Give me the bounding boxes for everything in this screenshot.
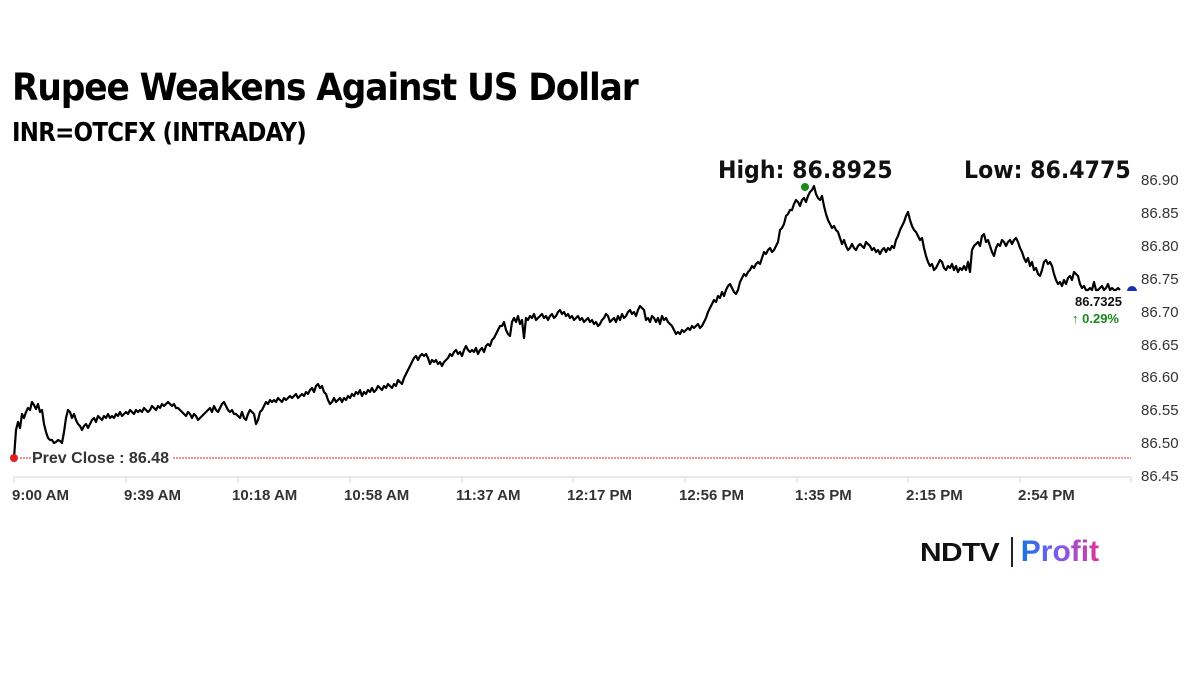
low-label: Low: 86.4775 <box>964 156 1131 184</box>
price-series-line <box>12 184 1121 459</box>
y-tick: 86.85 <box>1141 205 1179 222</box>
x-tick: 12:56 PM <box>679 487 745 504</box>
high-marker <box>801 183 809 191</box>
high-label: High: 86.8925 <box>718 156 893 184</box>
x-tick: 12:17 PM <box>567 487 633 504</box>
last-price-label: 86.7325 <box>1075 294 1122 309</box>
arrow-up-icon: ↑ <box>1072 311 1079 326</box>
y-tick: 86.70 <box>1141 304 1179 321</box>
change-badge: ↑ 0.29% <box>1072 311 1119 326</box>
prev-close-label: Prev Close : 86.48 <box>32 450 173 468</box>
logo-profit: Profit <box>1020 535 1100 568</box>
last-price-marker <box>1127 286 1137 291</box>
y-tick: 86.90 <box>1141 172 1179 189</box>
chart-subtitle: INR=OTCFX (INTRADAY) <box>12 118 307 148</box>
y-tick: 86.60 <box>1141 369 1179 386</box>
change-percent: 0.29% <box>1082 311 1119 326</box>
x-tick: 2:15 PM <box>906 487 963 504</box>
x-tick: 9:39 AM <box>124 487 181 504</box>
x-tick: 9:00 AM <box>12 487 69 504</box>
ndtv-profit-logo: NDTV Profit <box>920 534 1099 570</box>
logo-divider <box>1010 537 1013 567</box>
y-tick: 86.75 <box>1141 271 1179 288</box>
prev-close-marker <box>10 454 18 462</box>
y-tick: 86.50 <box>1141 435 1179 452</box>
x-tick: 1:35 PM <box>795 487 852 504</box>
y-tick: 86.65 <box>1141 337 1179 354</box>
y-tick: 86.80 <box>1141 238 1179 255</box>
x-tick: 10:58 AM <box>344 487 410 504</box>
y-tick: 86.55 <box>1141 402 1179 419</box>
logo-ndtv: NDTV <box>920 536 1000 567</box>
x-tick: 10:18 AM <box>232 487 298 504</box>
x-axis-ticks <box>13 477 1132 483</box>
x-tick: 11:37 AM <box>456 487 521 504</box>
x-tick: 2:54 PM <box>1018 487 1075 504</box>
chart-title: Rupee Weakens Against US Dollar <box>12 66 639 109</box>
y-tick: 86.45 <box>1141 468 1179 485</box>
